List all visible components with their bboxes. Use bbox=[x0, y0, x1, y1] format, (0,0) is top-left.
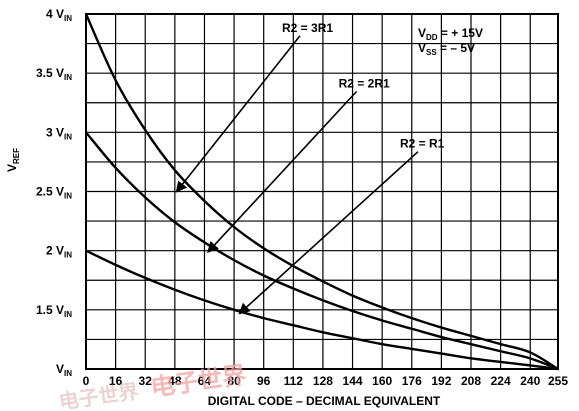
series-layer bbox=[84, 13, 559, 371]
x-tick-label: 192 bbox=[431, 374, 451, 388]
y-tick-label: 2 VIN bbox=[46, 244, 72, 260]
vss-main: V bbox=[418, 41, 426, 55]
x-tick-label: 208 bbox=[461, 374, 481, 388]
vdd-rest: = + 15V bbox=[438, 26, 483, 40]
watermark-line-2: 电子世界 bbox=[57, 379, 140, 411]
y-tick-labels: VIN 1.5 VIN 2 VIN 2.5 VIN 3 VIN 3.5 VIN 4 VIN bbox=[36, 7, 72, 378]
x-tick-label: 240 bbox=[520, 374, 540, 388]
y-tick-label: VIN bbox=[56, 362, 72, 378]
x-tick-labels: 0 16 32 48 64 80 96 112 128 144 160 176 192 208 224 240… bbox=[83, 374, 569, 388]
x-tick-label: 255 bbox=[548, 374, 568, 388]
x-tick-label: 128 bbox=[313, 374, 333, 388]
curve-labels: R2 = 3R1 R2 = 2R1 R2 = R1 bbox=[175, 21, 445, 315]
vdd-note: VDD = + 15V bbox=[418, 26, 483, 42]
x-tick-label: 176 bbox=[402, 374, 422, 388]
curve-label-1: R2 = 3R1 bbox=[282, 21, 333, 35]
vss-rest: = – 5V bbox=[437, 41, 475, 55]
y-tick-label: 3.5 VIN bbox=[36, 66, 72, 82]
curve-label-arrow-2 bbox=[207, 90, 358, 254]
series-line-1 bbox=[84, 13, 559, 371]
series-line-3 bbox=[85, 249, 559, 371]
vss-note: VSS = – 5V bbox=[418, 41, 475, 57]
x-axis-title: DIGITAL CODE – DECIMAL EQUIVALENT bbox=[208, 394, 441, 408]
y-tick-label: 3 VIN bbox=[46, 125, 72, 141]
vdd-sub: DD bbox=[426, 33, 438, 42]
plot-frame bbox=[85, 13, 559, 370]
supply-notes: VDD = + 15V VSS = – 5V bbox=[418, 26, 483, 57]
y-tick-label: 4 VIN bbox=[46, 7, 72, 23]
x-tick-label: 96 bbox=[257, 374, 271, 388]
vss-sub: SS bbox=[426, 48, 437, 57]
curve-label-arrow-3 bbox=[238, 151, 419, 315]
x-tick-label: 144 bbox=[343, 374, 363, 388]
x-tick-label: 0 bbox=[83, 374, 90, 388]
curve-label-2: R2 = 2R1 bbox=[339, 76, 390, 90]
x-tick-label: 32 bbox=[139, 374, 153, 388]
series-line-2 bbox=[85, 131, 559, 371]
x-tick-label: 160 bbox=[372, 374, 392, 388]
x-tick-label: 64 bbox=[198, 374, 212, 388]
x-tick-label: 48 bbox=[168, 374, 182, 388]
x-tick-label: 80 bbox=[227, 374, 241, 388]
y-tick-label: 1.5 VIN bbox=[36, 303, 72, 319]
x-tick-label: 112 bbox=[284, 374, 304, 388]
y-tick-label: 2.5 VIN bbox=[36, 185, 72, 201]
x-tick-label: 224 bbox=[491, 374, 511, 388]
x-tick-label: 16 bbox=[109, 374, 123, 388]
curve-label-arrow-1 bbox=[175, 35, 301, 193]
grid bbox=[85, 13, 559, 370]
vdd-main: V bbox=[418, 26, 426, 40]
y-axis-title-sub: REF bbox=[12, 148, 21, 164]
y-axis-title: VREF bbox=[5, 148, 21, 172]
curve-label-3: R2 = R1 bbox=[400, 137, 445, 151]
y-axis-title-main: V bbox=[5, 164, 19, 172]
